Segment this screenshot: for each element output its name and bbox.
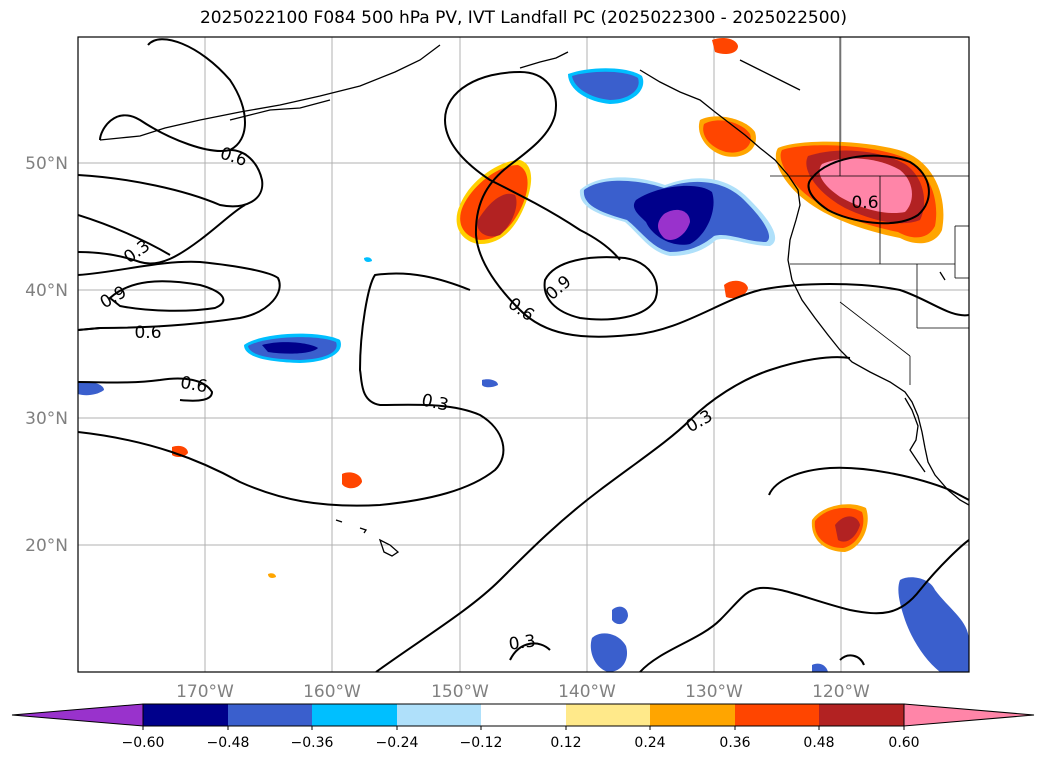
colorbar-segment bbox=[819, 704, 904, 726]
latitude-labels: 50°N 40°N 30°N 20°N bbox=[25, 154, 68, 556]
pv-contour-lines bbox=[78, 38, 969, 672]
colorbar-tick-label: 0.12 bbox=[550, 735, 581, 751]
coastlines bbox=[99, 44, 969, 557]
colorbar-tick-label: −0.60 bbox=[122, 735, 165, 751]
lat-label-30n: 30°N bbox=[25, 409, 68, 429]
map-title: 2025022100 F084 500 hPa PV, IVT Landfall… bbox=[199, 8, 847, 28]
colorbar-outline bbox=[142, 703, 905, 727]
longitude-labels: 170°W 160°W 150°W 140°W 130°W 120°W bbox=[176, 682, 870, 702]
colorbar-segment bbox=[566, 704, 650, 726]
lon-label-160w: 160°W bbox=[303, 682, 361, 702]
colorbar-tick-label: −0.48 bbox=[207, 735, 250, 751]
colorbar-tick-label: 0.48 bbox=[803, 735, 834, 751]
contour-label: 0.3 bbox=[508, 631, 538, 655]
map-frame bbox=[77, 36, 970, 673]
lon-label-140w: 140°W bbox=[558, 682, 616, 702]
lon-label-120w: 120°W bbox=[812, 682, 870, 702]
colorbar-extend-low bbox=[11, 703, 144, 727]
lon-label-150w: 150°W bbox=[431, 682, 489, 702]
map-background bbox=[78, 37, 969, 672]
lon-label-130w: 130°W bbox=[685, 682, 743, 702]
lat-label-50n: 50°N bbox=[25, 154, 68, 174]
colorbar-tick-label: 0.24 bbox=[634, 735, 665, 751]
contour-label: 0.6 bbox=[851, 193, 878, 213]
colorbar-segment bbox=[650, 704, 735, 726]
contour-label: 0.6 bbox=[179, 373, 209, 397]
colorbar-segment bbox=[397, 704, 481, 726]
borders bbox=[770, 37, 969, 385]
lon-label-170w: 170°W bbox=[176, 682, 234, 702]
colorbar-tick-label: 0.36 bbox=[719, 735, 750, 751]
colorbar-tick-label: −0.24 bbox=[376, 735, 419, 751]
colorbar-tick-label: 0.60 bbox=[888, 735, 919, 751]
contour-label: 0.6 bbox=[134, 323, 161, 343]
colorbar-segment bbox=[735, 704, 819, 726]
colorbar-segment bbox=[481, 704, 566, 726]
lat-label-40n: 40°N bbox=[25, 281, 68, 301]
ivt-pc-filled-contours bbox=[78, 38, 969, 672]
lat-label-20n: 20°N bbox=[25, 536, 68, 556]
colorbar-segment bbox=[143, 704, 228, 726]
colorbar-tick-label: −0.12 bbox=[460, 735, 503, 751]
colorbar-tick-label: −0.36 bbox=[291, 735, 334, 751]
colorbar-extend-high bbox=[903, 703, 1035, 727]
colorbar: −0.60 −0.48 −0.36 −0.24 −0.12 0.12 0.24 … bbox=[11, 703, 1035, 751]
colorbar-segment bbox=[312, 704, 397, 726]
colorbar-segment bbox=[228, 704, 312, 726]
